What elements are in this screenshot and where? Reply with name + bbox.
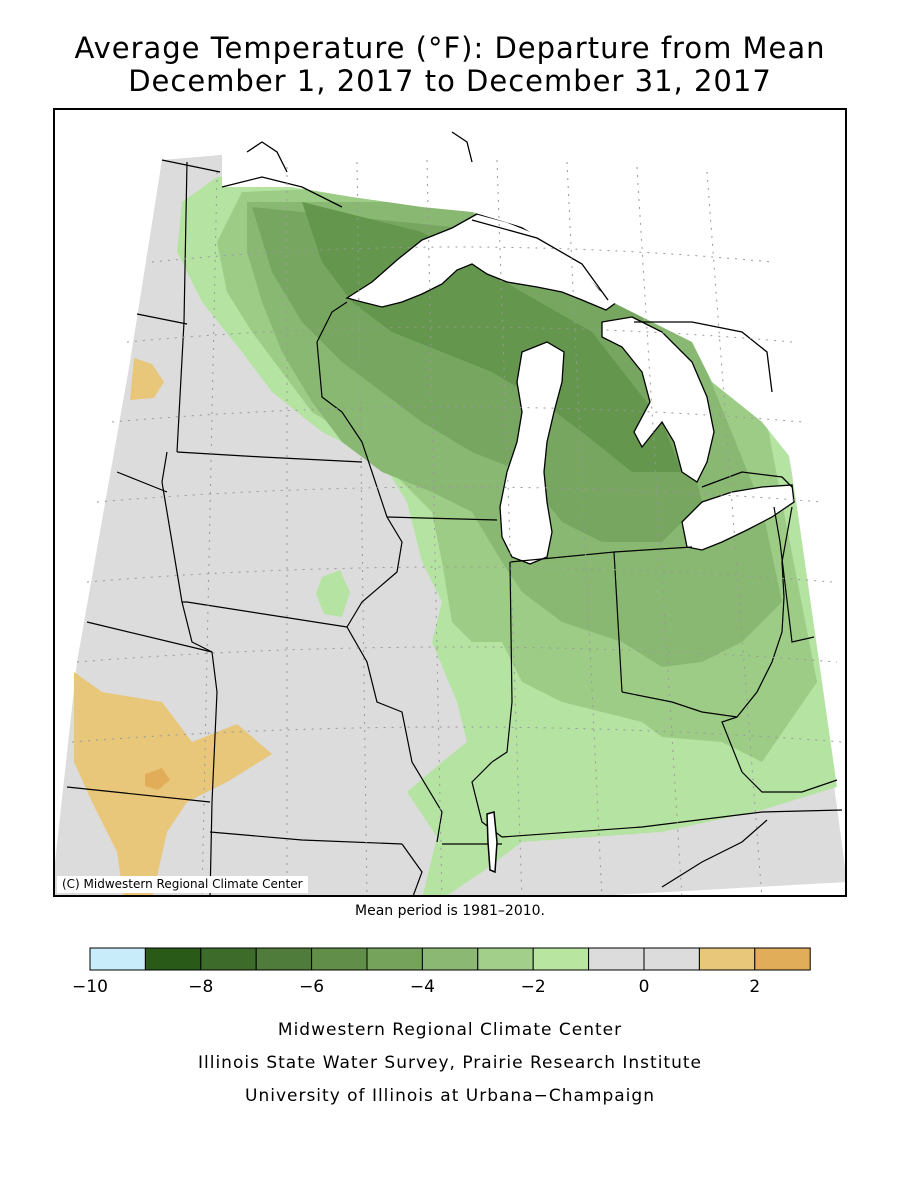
legend-tick-label: 0	[639, 977, 650, 997]
copyright-label: (C) Midwestern Regional Climate Center	[57, 876, 308, 893]
lake-michigan	[499, 341, 565, 565]
mean-period-note: Mean period is 1981–2010.	[355, 903, 545, 919]
legend-tick-label: −8	[188, 977, 213, 997]
warm-core-west	[145, 768, 170, 790]
legend-bin	[366, 947, 423, 971]
lake-river-segment	[486, 811, 498, 874]
credit-line-3: University of Illinois at Urbana−Champai…	[245, 1086, 655, 1106]
warm-area-west	[74, 672, 272, 895]
legend-bin	[200, 947, 257, 971]
legend-bin	[588, 947, 645, 971]
credit-line-2: Illinois State Water Survey, Prairie Res…	[198, 1053, 702, 1073]
legend-bin	[754, 947, 811, 971]
legend-bin	[144, 947, 202, 971]
legend-ticks: −10 −8 −6 −4 −2 0 2	[72, 977, 760, 997]
color-legend: −10 −8 −6 −4 −2 0 2	[72, 947, 811, 997]
legend-tick-label: 2	[749, 977, 760, 997]
map-frame: (C) Midwestern Regional Climate Center	[53, 108, 847, 897]
legend-bin	[643, 947, 700, 971]
credit-line-1: Midwestern Regional Climate Center	[277, 1020, 623, 1040]
lake-erie	[681, 484, 795, 551]
legend-tick-label: −4	[410, 977, 435, 997]
legend-bin	[532, 947, 590, 971]
legend-bin	[311, 947, 368, 971]
legend-tick-label: −2	[521, 977, 546, 997]
legend-bin	[698, 947, 756, 971]
map-title: Average Temperature (°F): Departure from…	[74, 31, 826, 65]
legend-tick-label: −10	[72, 977, 108, 997]
great-lakes	[222, 110, 845, 565]
graticule	[71, 159, 843, 895]
legend-bin	[421, 947, 479, 971]
legend-bin	[89, 947, 146, 971]
legend-bin	[477, 947, 534, 971]
legend-bins	[89, 947, 811, 971]
warm-area-northwest	[130, 358, 164, 400]
legend-bin	[255, 947, 313, 971]
map-date-range: December 1, 2017 to December 31, 2017	[128, 64, 772, 98]
cool-island-iowa	[316, 570, 350, 617]
canada-north	[222, 110, 845, 472]
coastlines	[221, 131, 793, 488]
legend-tick-label: −6	[299, 977, 324, 997]
lake-huron	[601, 316, 715, 483]
temperature-map	[55, 110, 845, 895]
lake-superior	[345, 213, 619, 311]
